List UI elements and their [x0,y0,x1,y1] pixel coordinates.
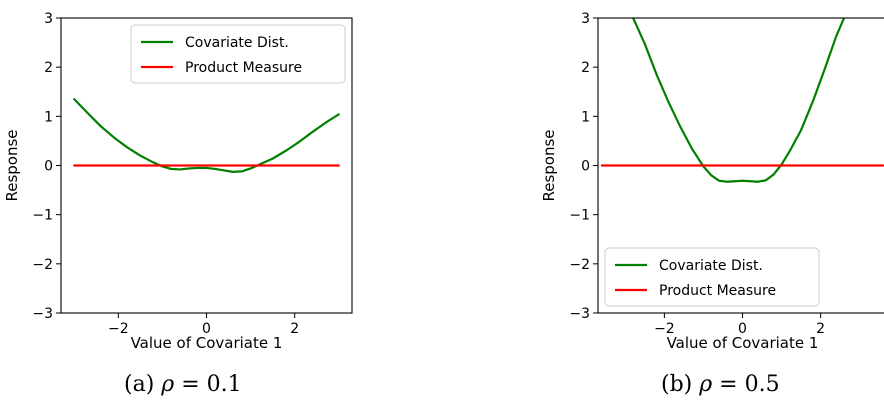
y-tick-label: −2 [32,257,53,273]
series-line-covariate-dist [632,18,846,183]
y-axis-label: Response [540,129,558,201]
caption-a-equals: = [174,372,207,397]
y-tick-label: −1 [32,208,53,224]
x-tick-label: 0 [738,321,747,337]
legend: Covariate Dist. Product Measure [604,247,820,307]
y-tick-label: 2 [581,60,590,76]
y-tick-label: 3 [581,11,590,27]
caption-a-symbol: ρ [161,372,175,397]
x-tick-label: −2 [654,321,675,337]
caption-a-value: 0.1 [206,372,242,397]
legend-label-product-measure: Product Measure [659,283,776,299]
y-tick-label: −2 [569,257,590,273]
caption-b-label: (b) [661,372,693,397]
y-tick-label: 1 [581,109,590,125]
legend-label-covariate-dist: Covariate Dist. [185,35,289,51]
x-axis-label: Value of Covariate 1 [131,334,283,352]
caption-b: (b) ρ = 0.5 [661,372,780,397]
y-tick-label: −1 [569,208,590,224]
y-tick-label: −3 [569,306,590,322]
series-line-covariate-dist [73,98,340,173]
caption-a-label: (a) [124,372,155,397]
y-tick-label: 0 [581,159,590,175]
y-tick-label: 2 [44,60,53,76]
caption-b-symbol: ρ [699,372,713,397]
x-axis-label: Value of Covariate 1 [667,334,819,352]
x-tick-label: −2 [108,321,129,337]
y-axis-label: Response [3,129,21,201]
legend-box [130,24,346,84]
x-tick-label: 2 [816,321,825,337]
y-tick-label: 3 [44,11,53,27]
caption-b-equals: = [712,372,745,397]
caption-b-value: 0.5 [744,372,780,397]
y-tick-label: 1 [44,109,53,125]
y-tick-label: 0 [44,159,53,175]
legend-label-covariate-dist: Covariate Dist. [659,258,763,274]
x-tick-label: 2 [290,321,299,337]
x-tick-label: 0 [202,321,211,337]
legend: Covariate Dist. Product Measure [130,24,346,84]
chart-a: −3 −2 −1 0 1 2 3 −2 0 2 Value of Covariate 1 Respon… [3,11,353,352]
legend-label-product-measure: Product Measure [185,60,302,76]
legend-box [604,247,820,307]
caption-a: (a) ρ = 0.1 [124,372,242,397]
y-tick-label: −3 [32,306,53,322]
